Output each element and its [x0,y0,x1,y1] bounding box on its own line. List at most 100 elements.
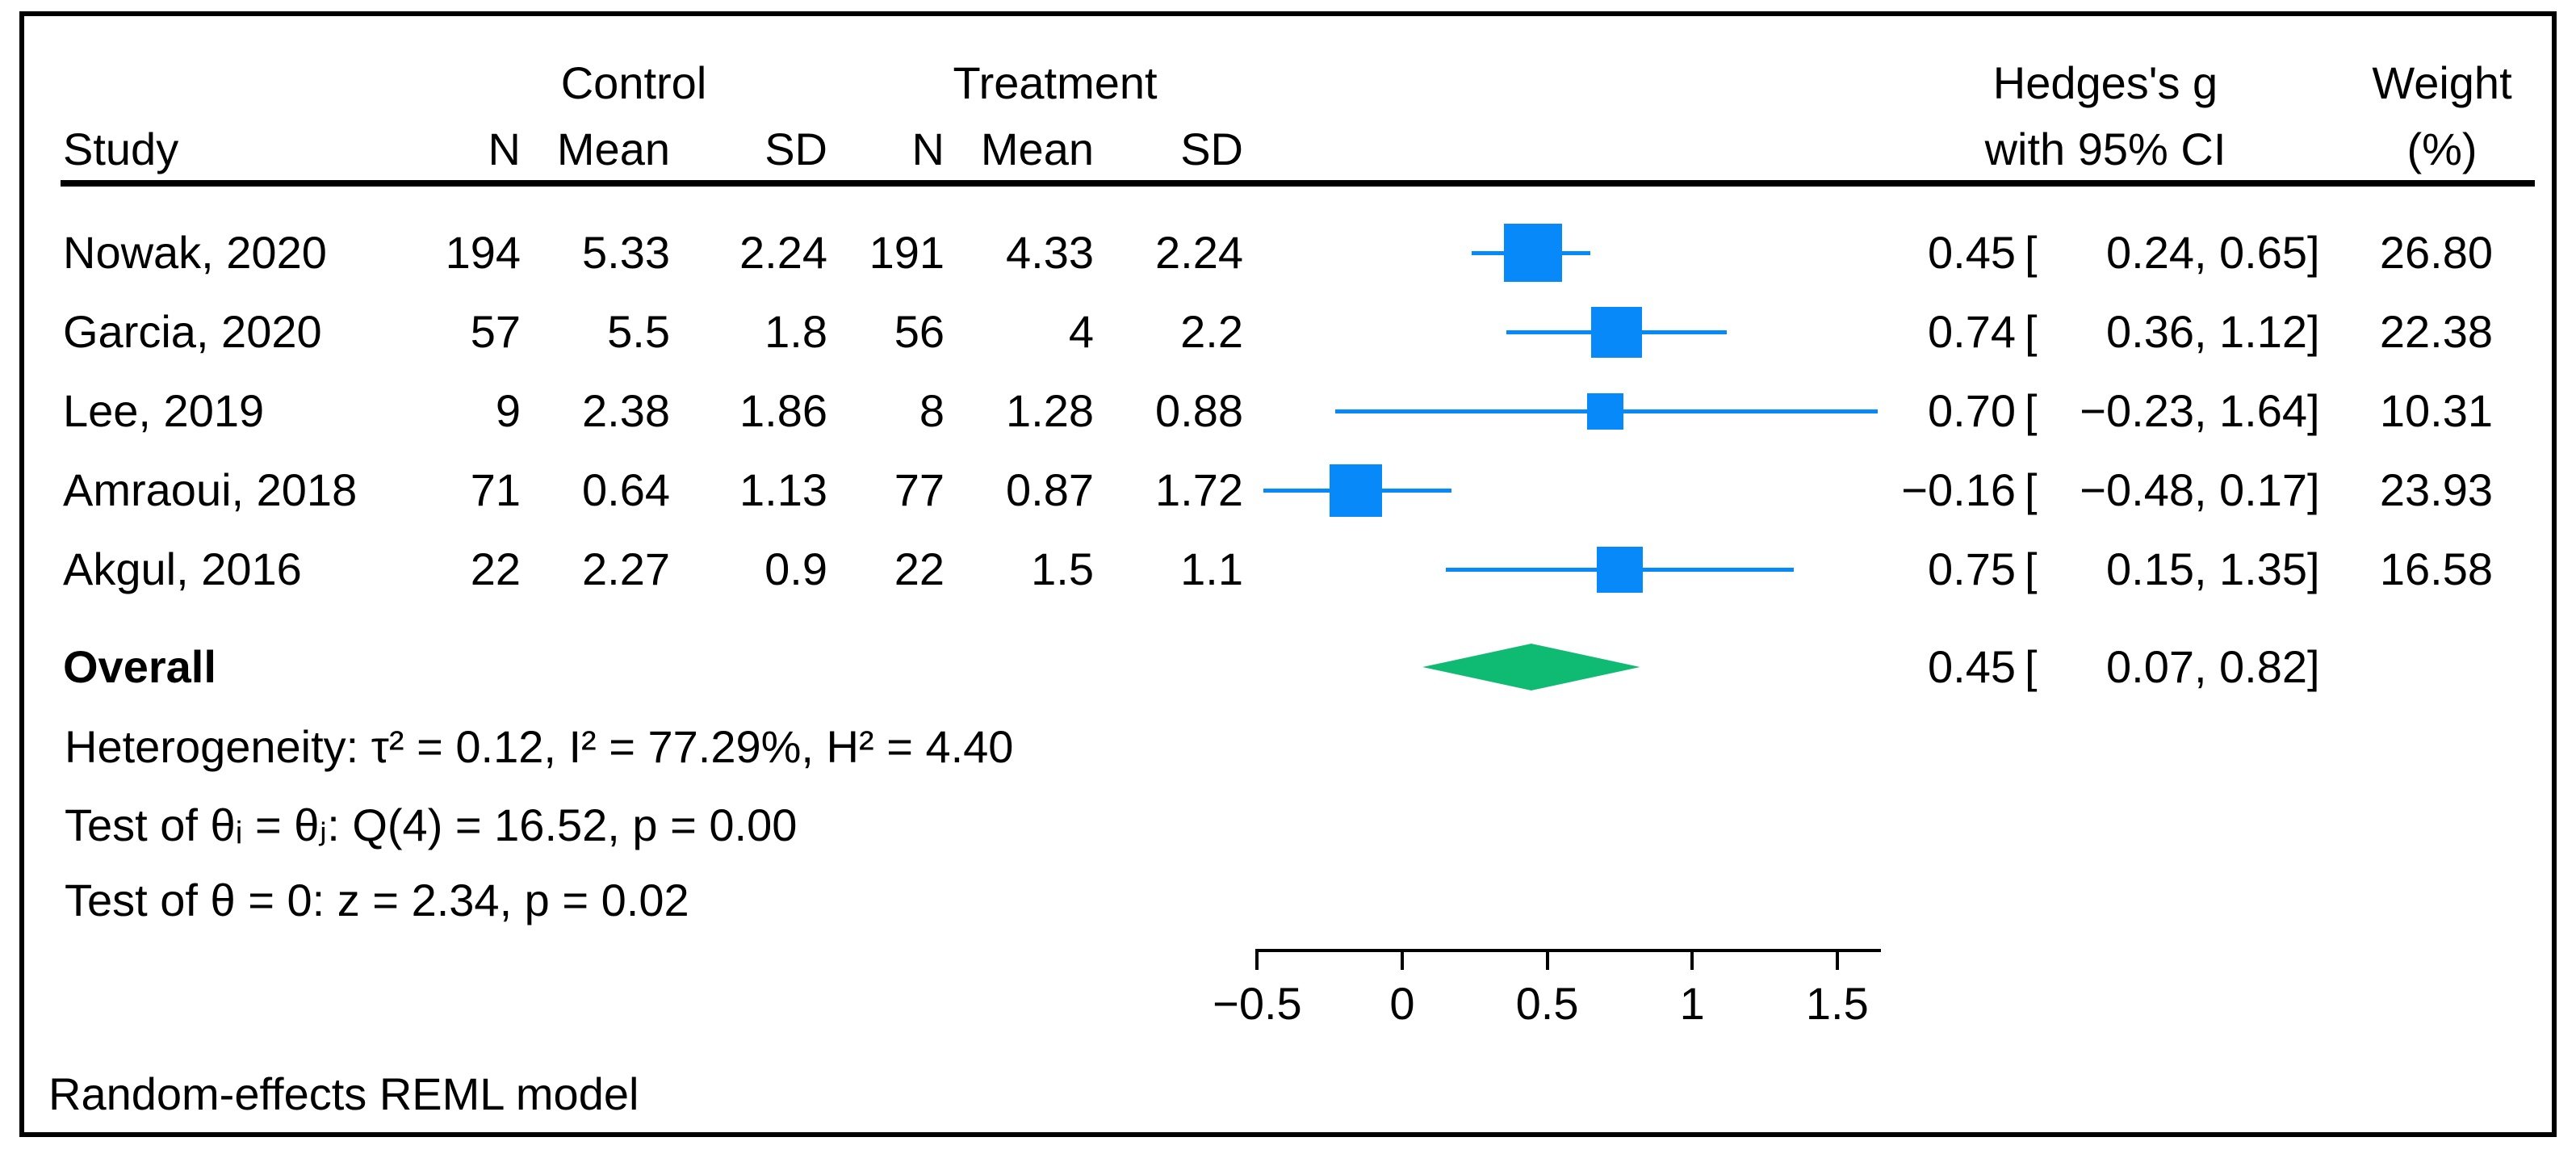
treatment-sd-header: SD [1180,124,1243,174]
overall-estimate: 0.45 [1928,641,2016,692]
study-label: Amraoui, 2018 [63,464,358,515]
weight-header-line2: (%) [2406,124,2478,174]
control-n: 9 [495,385,521,436]
effect-estimate: 0.70 [1928,385,2016,436]
control-mean: 0.64 [582,464,670,515]
header-row-groups: Control Treatment Hedges's g Weight [0,57,2576,110]
treatment-mean: 4.33 [1006,227,1094,278]
weight-value: 10.31 [2379,385,2493,436]
study-label: Garcia, 2020 [63,306,322,357]
control-n: 22 [470,543,521,594]
weight-value: 26.80 [2379,227,2493,278]
effect-estimate: 0.45 [1928,227,2016,278]
study-column-header: Study [63,124,179,174]
heterogeneity-stats: Heterogeneity: τ² = 0.12, I² = 77.29%, H… [65,721,1014,772]
ci-close-bracket: ] [2307,641,2320,692]
ci-upper: 0.17 [2219,464,2307,515]
treatment-n: 8 [919,385,945,436]
ci-close-bracket: ] [2307,227,2320,278]
header-row-columns: Study N Mean SD N Mean SD with 95% CI (%… [0,123,2576,176]
table-row-nowak: Nowak, 2020 194 5.33 2.24 191 4.33 2.24 … [0,226,2576,279]
control-sd: 2.24 [739,227,827,278]
treatment-mean: 1.5 [1031,543,1094,594]
ci-open-bracket: [ [2025,464,2038,515]
treatment-sd: 1.1 [1180,543,1243,594]
axis-tick-label: 0.5 [1515,978,1579,1029]
treatment-group-header: Treatment [953,57,1158,108]
weight-header-line1: Weight [2372,57,2512,108]
ci-close-bracket: ] [2307,543,2320,594]
weight-value: 22.38 [2379,306,2493,357]
control-sd: 0.9 [764,543,827,594]
treatment-n: 56 [894,306,945,357]
overall-row: Overall 0.45 [ 0.07 , 0.82 ] [0,640,2576,694]
model-note: Random-effects REML model [48,1068,639,1119]
effect-header-line1: Hedges's g [1992,57,2218,108]
control-mean: 5.5 [607,306,670,357]
weight-value: 23.93 [2379,464,2493,515]
ci-lower: 0.36 [2106,306,2194,357]
effect-square [1596,546,1643,593]
study-label: Lee, 2019 [63,385,265,436]
control-sd: 1.13 [739,464,827,515]
effect-estimate: −0.16 [1901,464,2016,515]
axis-tick-label: 1 [1679,978,1705,1029]
control-n-header: N [488,124,521,174]
control-sd: 1.8 [764,306,827,357]
control-n: 57 [470,306,521,357]
treatment-mean-header: Mean [980,124,1094,174]
table-row-akgul: Akgul, 2016 22 2.27 0.9 22 1.5 1.1 0.75 … [0,543,2576,596]
ci-lower: 0.24 [2106,227,2194,278]
ci-lower: −0.23 [2080,385,2194,436]
treatment-sd: 2.2 [1180,306,1243,357]
ci-open-bracket: [ [2025,306,2038,357]
table-row-lee: Lee, 2019 9 2.38 1.86 8 1.28 0.88 0.70 [… [0,384,2576,438]
axis-tick [1835,949,1839,970]
axis-tick-label: 0 [1389,978,1415,1029]
overall-label: Overall [63,641,216,692]
ci-close-bracket: ] [2307,464,2320,515]
control-mean-header: Mean [556,124,670,174]
ci-open-bracket: [ [2025,543,2038,594]
treatment-mean: 4 [1068,306,1094,357]
effect-estimate: 0.74 [1928,306,2016,357]
ci-open-bracket: [ [2025,385,2038,436]
ci-comma: , [2194,306,2207,357]
ci-close-bracket: ] [2307,306,2320,357]
axis-tick-label: −0.5 [1213,978,1302,1029]
control-n: 71 [470,464,521,515]
table-row-amraoui: Amraoui, 2018 71 0.64 1.13 77 0.87 1.72 … [0,464,2576,517]
control-sd: 1.86 [739,385,827,436]
figure-border [19,11,2557,1137]
ci-upper: 0.65 [2219,227,2307,278]
ci-upper: 1.64 [2219,385,2307,436]
treatment-mean: 1.28 [1006,385,1094,436]
treatment-sd: 2.24 [1155,227,1243,278]
ci-comma: , [2194,543,2207,594]
study-label: Akgul, 2016 [63,543,302,594]
treatment-sd: 0.88 [1155,385,1243,436]
header-rule [61,180,2535,187]
ci-upper: 1.12 [2219,306,2307,357]
axis-tick [1545,949,1549,970]
treatment-n: 22 [894,543,945,594]
axis-tick-label: 1.5 [1805,978,1869,1029]
axis-tick [1401,949,1404,970]
effect-estimate: 0.75 [1928,543,2016,594]
control-mean: 2.38 [582,385,670,436]
axis-tick [1255,949,1259,970]
effect-header-line2: with 95% CI [1984,124,2226,174]
control-mean: 5.33 [582,227,670,278]
effect-square [1503,224,1562,282]
treatment-n: 77 [894,464,945,515]
control-group-header: Control [560,57,707,108]
test-of-overall-effect: Test of θ = 0: z = 2.34, p = 0.02 [65,875,689,925]
ci-open-bracket: [ [2025,227,2038,278]
effect-square [1330,464,1383,517]
treatment-n-header: N [911,124,945,174]
treatment-sd: 1.72 [1155,464,1243,515]
ci-comma: , [2194,227,2207,278]
ci-comma: , [2194,385,2207,436]
ci-close-bracket: ] [2307,385,2320,436]
